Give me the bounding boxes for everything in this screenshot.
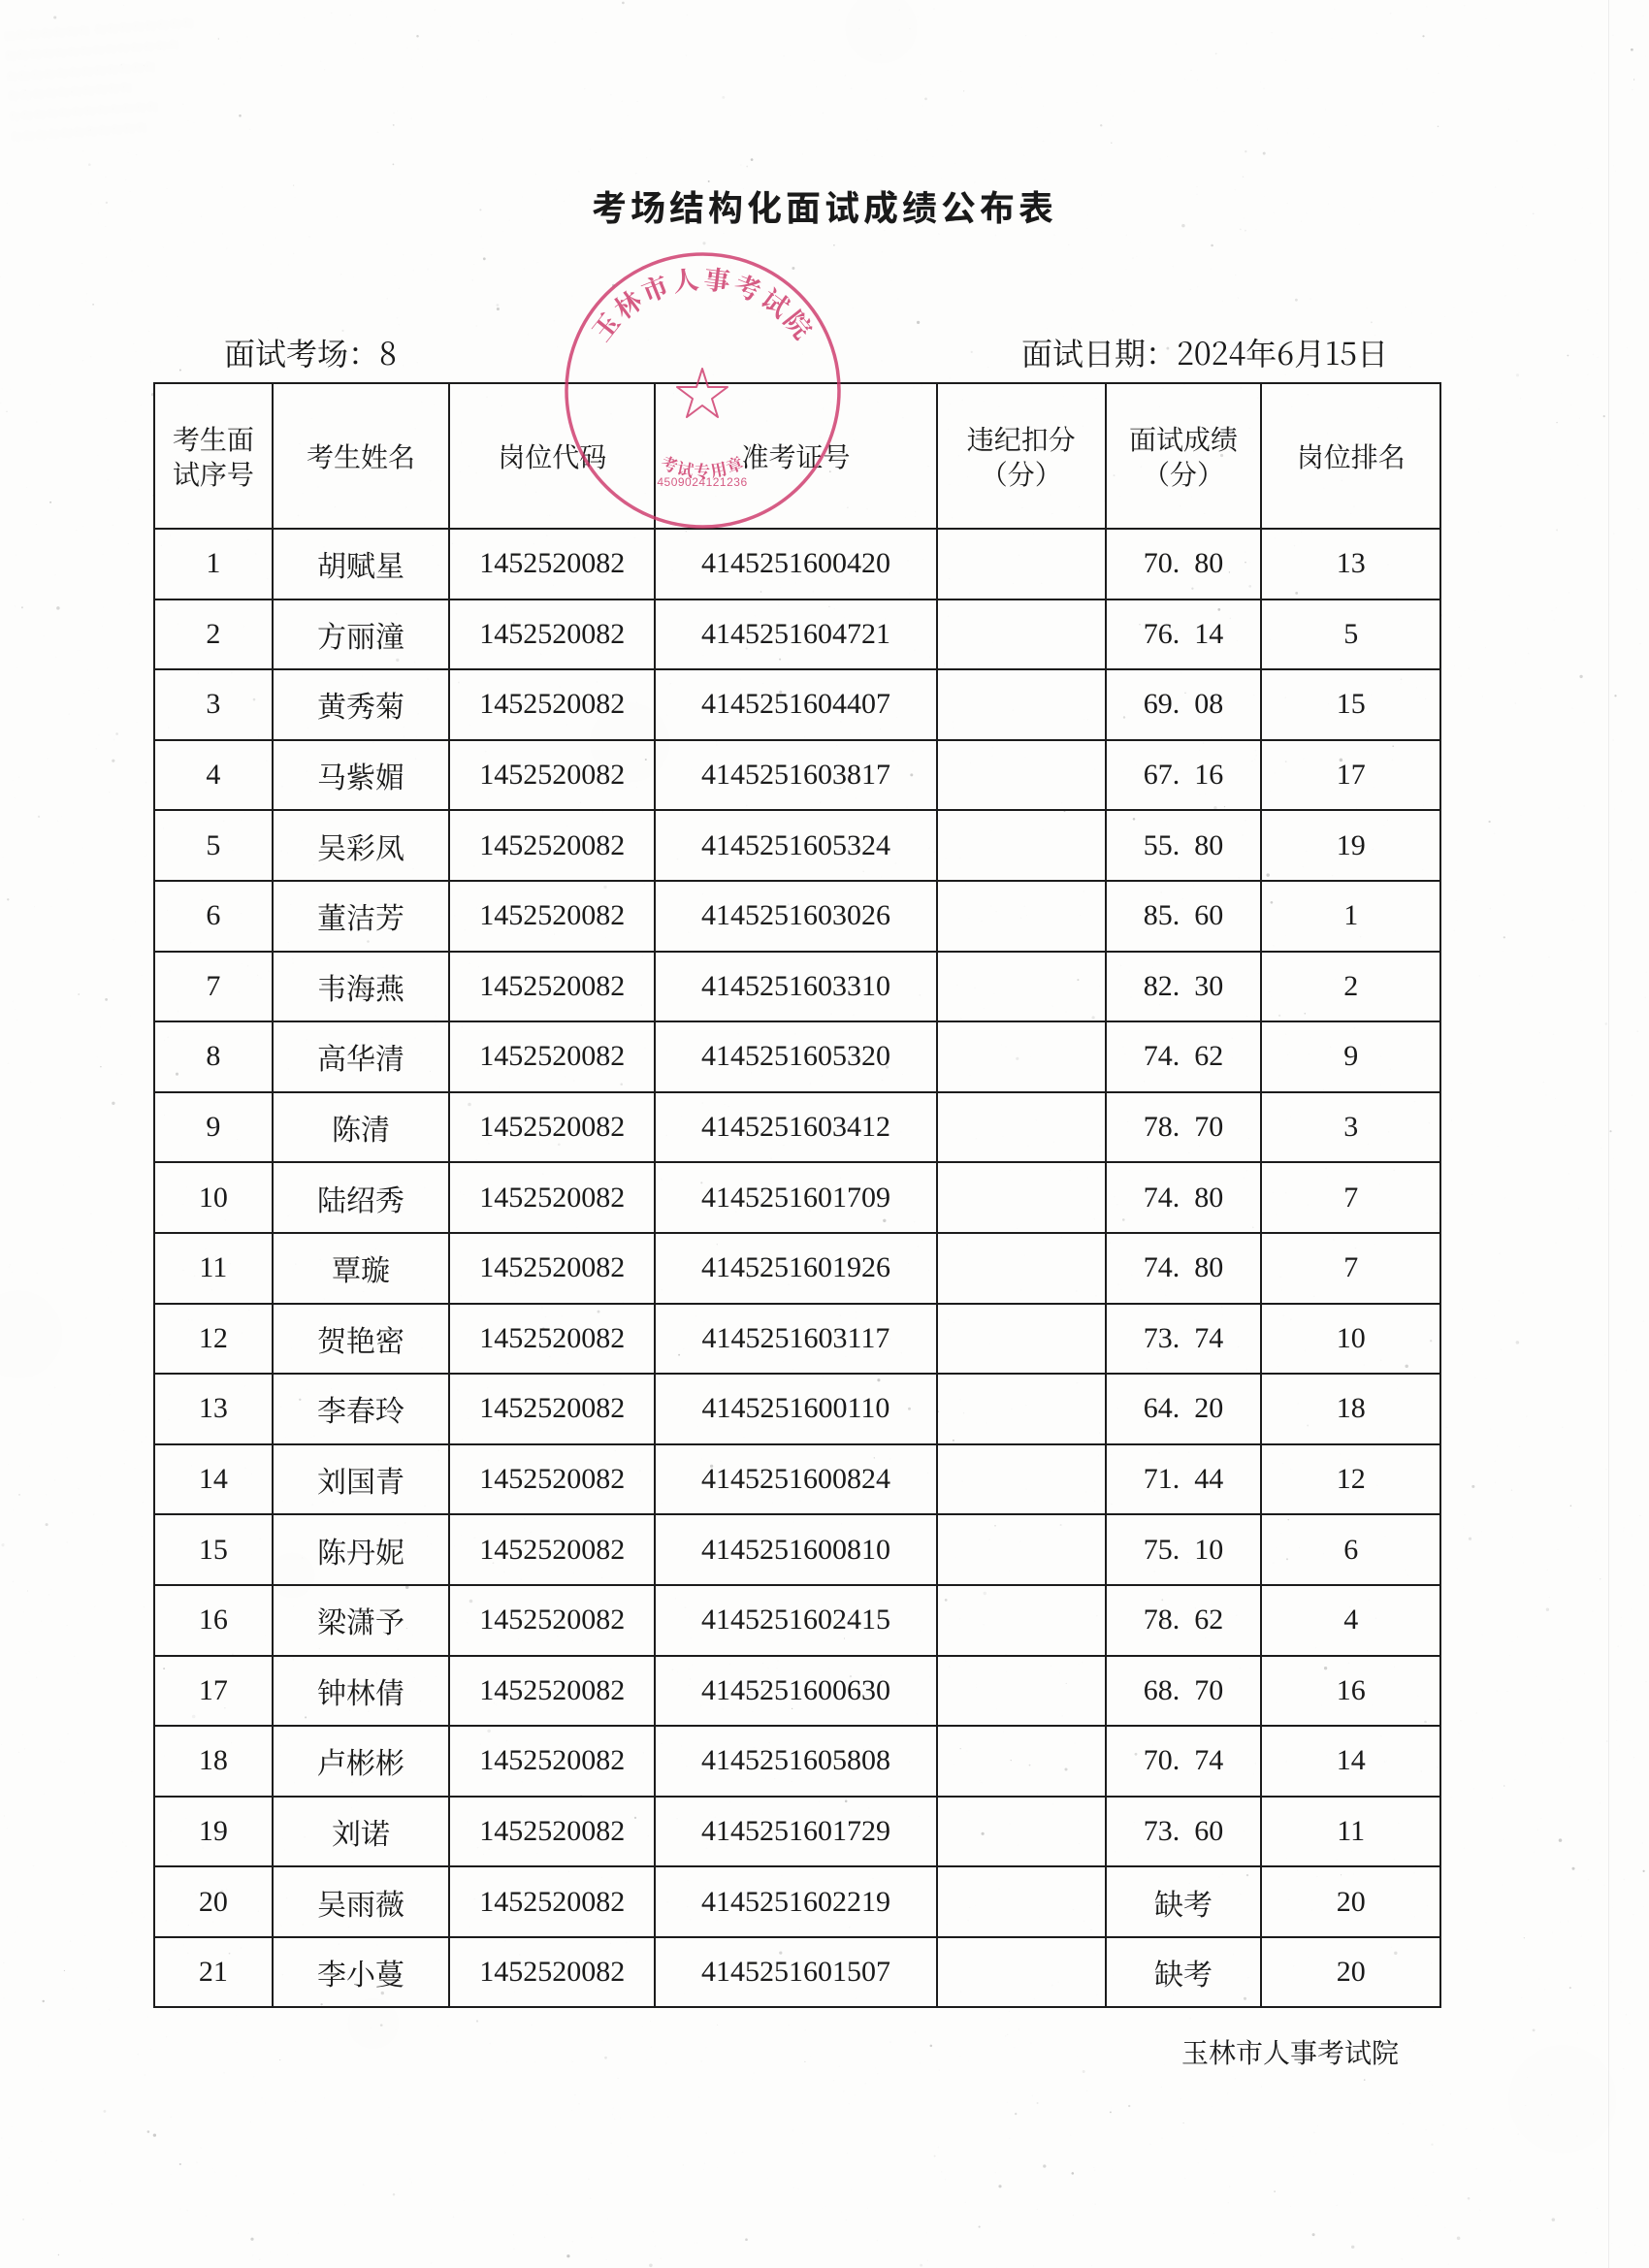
svg-text:4509024121236: 4509024121236: [657, 475, 747, 489]
svg-text:玉林市人事考试院: 玉林市人事考试院: [581, 258, 824, 348]
